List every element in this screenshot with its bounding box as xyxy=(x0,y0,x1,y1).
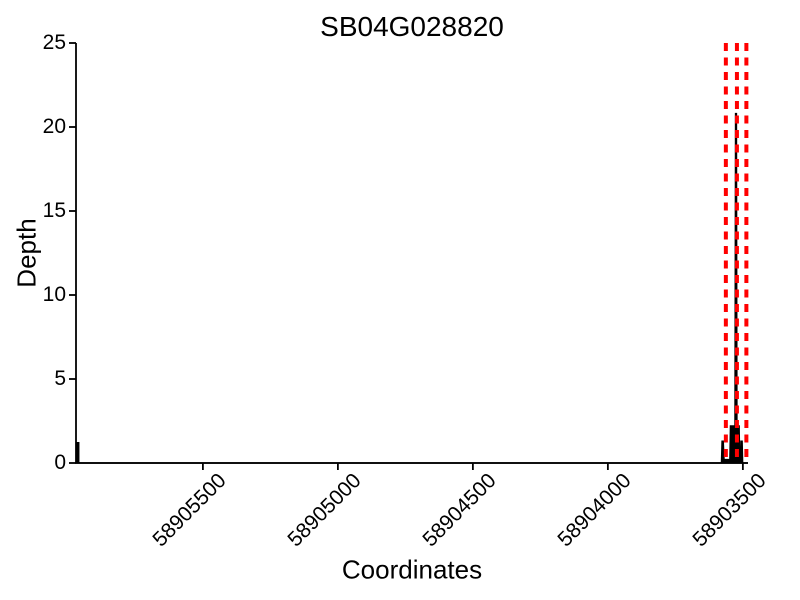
y-tick-label: 25 xyxy=(42,31,66,54)
chart-title: SB04G028820 xyxy=(320,11,504,42)
y-tick-label: 20 xyxy=(42,115,66,138)
y-tick-label: 15 xyxy=(42,199,66,222)
coverage-area xyxy=(76,112,748,464)
y-tick-label: 5 xyxy=(54,367,66,390)
y-tick-label: 0 xyxy=(54,451,66,474)
x-axis-label: Coordinates xyxy=(341,554,483,585)
y-axis-label: Depth xyxy=(11,218,42,288)
y-tick-label: 10 xyxy=(42,283,66,306)
